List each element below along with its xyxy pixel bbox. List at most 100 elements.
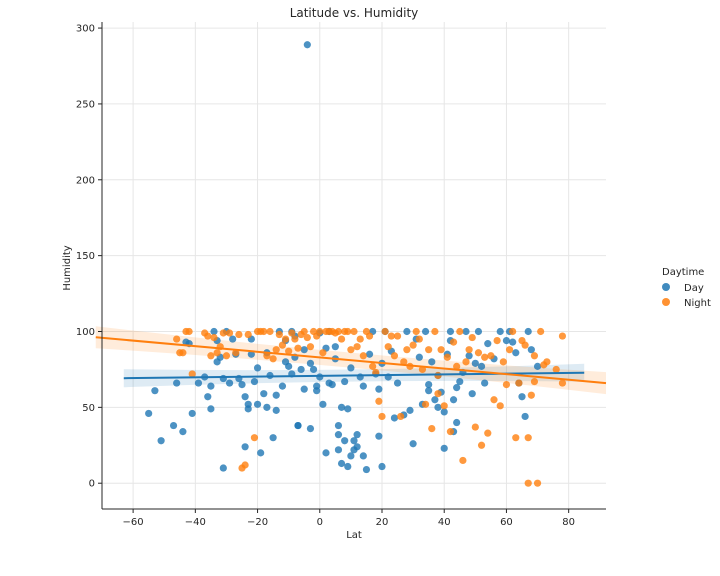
data-point — [474, 349, 483, 357]
x-tick-label: 40 — [438, 517, 451, 528]
data-point — [294, 421, 302, 430]
data-point — [440, 408, 448, 416]
data-point — [306, 424, 315, 433]
data-point — [344, 405, 352, 413]
data-point — [328, 380, 336, 389]
data-point — [225, 329, 234, 337]
data-point — [518, 393, 526, 401]
data-point — [456, 327, 464, 336]
data-point — [229, 335, 237, 343]
data-point — [459, 456, 467, 465]
data-point — [400, 358, 408, 366]
data-point — [173, 379, 181, 387]
data-point — [468, 390, 476, 398]
data-point — [425, 387, 433, 395]
data-point — [347, 346, 355, 354]
data-point — [356, 335, 364, 343]
data-point — [431, 327, 439, 336]
data-point — [303, 333, 311, 342]
data-point — [285, 347, 293, 355]
data-point — [219, 374, 227, 383]
data-point — [453, 362, 461, 370]
data-point — [334, 327, 343, 336]
data-point — [393, 379, 402, 387]
data-point — [462, 358, 470, 366]
data-point — [341, 377, 349, 386]
data-point — [316, 327, 324, 336]
y-tick-label: 0 — [89, 479, 95, 490]
data-point — [496, 402, 504, 410]
regression-line — [95, 336, 607, 385]
data-point — [465, 346, 473, 354]
x-tick-label: −40 — [185, 517, 206, 528]
legend-label-day: Day — [684, 283, 704, 294]
data-point — [207, 405, 215, 413]
data-point — [543, 358, 551, 366]
data-point — [151, 387, 159, 395]
data-point — [521, 412, 529, 421]
data-point — [471, 423, 479, 431]
x-tick-label: −60 — [123, 517, 144, 528]
data-point — [347, 364, 355, 372]
data-point — [207, 382, 215, 390]
data-point — [247, 350, 255, 358]
data-point — [477, 441, 486, 449]
data-point — [353, 443, 361, 451]
data-point — [471, 359, 479, 367]
data-point — [440, 402, 448, 410]
data-point — [353, 343, 361, 351]
data-point — [294, 344, 302, 352]
data-point — [533, 479, 542, 487]
data-point — [393, 332, 402, 340]
legend-marker-night — [662, 298, 670, 306]
data-point — [502, 380, 511, 389]
data-point — [509, 338, 517, 346]
data-point — [235, 330, 243, 339]
data-point — [362, 465, 371, 474]
data-point — [275, 330, 283, 339]
data-point — [365, 350, 374, 358]
data-point — [269, 434, 277, 442]
data-point — [403, 327, 411, 336]
data-point — [157, 437, 165, 445]
data-point — [188, 370, 196, 378]
y-tick-label: 150 — [76, 251, 95, 262]
data-point — [334, 431, 343, 439]
data-point — [434, 403, 442, 411]
data-point — [558, 332, 567, 340]
data-point — [487, 352, 495, 360]
data-point — [238, 380, 246, 389]
data-point — [337, 459, 346, 468]
data-point — [169, 421, 178, 430]
data-point — [496, 327, 504, 336]
data-point — [425, 380, 433, 389]
legend-title: Daytime — [662, 267, 704, 278]
data-point — [474, 327, 483, 336]
data-point — [421, 327, 430, 336]
data-point — [530, 352, 539, 360]
data-point — [334, 446, 343, 454]
data-point — [300, 346, 308, 354]
data-point — [303, 41, 311, 49]
data-point — [319, 349, 327, 357]
data-point — [375, 397, 383, 405]
data-point — [334, 421, 343, 430]
x-tick-label: 20 — [376, 517, 389, 528]
data-point — [204, 332, 212, 340]
data-point — [297, 365, 305, 374]
data-point — [337, 403, 346, 411]
data-point — [253, 400, 262, 408]
data-point — [359, 352, 367, 360]
data-point — [210, 327, 218, 336]
regression-lines — [95, 336, 607, 385]
data-point — [415, 335, 423, 343]
data-point — [337, 335, 346, 343]
data-point — [204, 393, 212, 401]
data-point — [381, 327, 389, 336]
data-point — [288, 329, 296, 337]
data-point — [272, 346, 280, 354]
data-point — [300, 385, 308, 393]
data-point — [331, 343, 339, 351]
data-point — [194, 379, 203, 387]
data-point — [434, 390, 442, 398]
